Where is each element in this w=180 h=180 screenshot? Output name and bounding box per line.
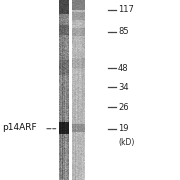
Text: 34: 34	[118, 83, 129, 92]
Text: 117: 117	[118, 5, 134, 14]
Text: p14ARF: p14ARF	[2, 123, 36, 132]
Text: 26: 26	[118, 103, 129, 112]
Text: 48: 48	[118, 64, 129, 73]
Text: 85: 85	[118, 27, 129, 36]
Text: 19: 19	[118, 124, 128, 133]
Text: (kD): (kD)	[119, 138, 135, 147]
